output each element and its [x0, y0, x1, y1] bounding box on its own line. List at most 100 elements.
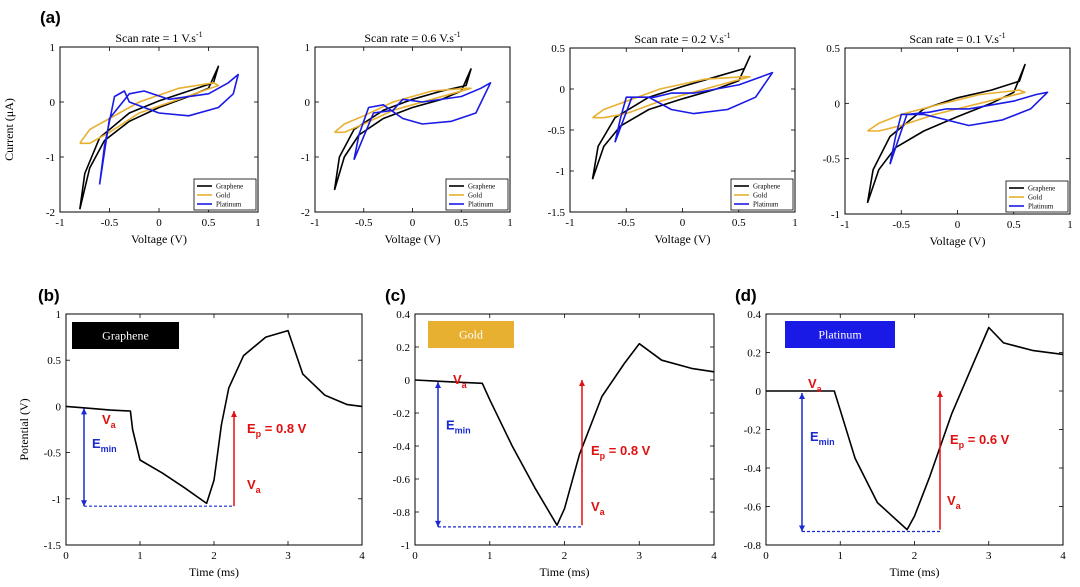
y-tick-label: 0 — [560, 84, 566, 96]
x-axis-label: Time (ms) — [890, 565, 940, 579]
x-tick-label: 0 — [63, 550, 69, 562]
panel-label-a: (a) — [40, 8, 61, 27]
emin-label: Emin — [446, 418, 471, 436]
series-line-graphene — [333, 68, 472, 191]
va-bottom-label-sub: a — [600, 507, 606, 517]
y-tick-label: 0 — [405, 375, 411, 387]
y-tick-label: 0.5 — [47, 355, 61, 367]
series-line-graphene — [79, 65, 220, 210]
emin-arrowhead-top — [81, 408, 87, 415]
x-tick-label: 0.5 — [202, 217, 216, 229]
emin-arrowhead-bottom — [435, 520, 441, 527]
y-tick-label: -1 — [556, 166, 565, 178]
chart-title: Scan rate = 0.2 V.s-1 — [634, 31, 730, 46]
y-tick-label: 0 — [56, 401, 62, 413]
x-tick-label: 0.5 — [454, 217, 468, 229]
x-tick-label: 4 — [711, 550, 717, 562]
ep-arrowhead — [937, 391, 943, 397]
legend-entry-graphene: Graphene — [216, 183, 243, 191]
ep-label-sub: p — [256, 429, 262, 439]
x-tick-label: 3 — [285, 550, 291, 562]
x-axis-label: Time (ms) — [189, 565, 239, 579]
y-tick-label: -1 — [46, 152, 55, 164]
x-tick-label: 4 — [1060, 550, 1066, 562]
x-tick-label: 1 — [1067, 219, 1073, 231]
emin-arrowhead-top — [799, 393, 805, 399]
x-tick-label: 1 — [792, 217, 798, 229]
series-line-platinum — [766, 326, 1064, 531]
y-tick-label: -1 — [52, 494, 61, 506]
y-tick-label: -0.6 — [393, 474, 411, 486]
legend-entry-platinum: Platinum — [216, 201, 242, 209]
y-tick-label: -0.4 — [744, 463, 762, 475]
y-tick-label: -0.5 — [823, 154, 841, 166]
x-axis-label: Time (ms) — [540, 565, 590, 579]
x-axis-label: Voltage (V) — [131, 232, 187, 246]
y-tick-label: 0 — [835, 98, 841, 110]
y-tick-label: -2 — [46, 207, 55, 219]
emin-label-sub: min — [819, 437, 835, 447]
x-tick-label: -1 — [55, 217, 64, 229]
ep-label: Ep = 0.8 V — [591, 443, 651, 461]
x-tick-label: 0.5 — [1007, 219, 1021, 231]
chart-title: Scan rate = 1 V.s-1 — [115, 30, 202, 45]
y-tick-label: 0 — [305, 97, 311, 109]
series-line-platinum — [353, 82, 492, 161]
chart-b: 0 1 2 3 4 -1.5 -1 -0.5 0 0.5 1 Time (ms) Potential (… — [17, 309, 365, 579]
x-tick-label: -0.5 — [893, 219, 911, 231]
y-tick-label: 1 — [50, 42, 56, 54]
material-label-text: Gold — [459, 328, 483, 342]
panel-label-b: (b) — [38, 286, 60, 305]
x-tick-label: 1 — [838, 550, 844, 562]
x-tick-label: 0 — [410, 217, 416, 229]
series-line-gold — [867, 89, 1026, 132]
material-label-box — [72, 322, 179, 349]
x-tick-label: 2 — [211, 550, 217, 562]
legend-entry-platinum: Platinum — [468, 201, 494, 209]
chart-title: Scan rate = 0.1 V.s-1 — [909, 31, 1005, 46]
y-tick-label: 0 — [756, 386, 762, 398]
emin-arrowhead-top — [435, 382, 441, 388]
series-line-gold — [333, 87, 472, 134]
emin-label: Emin — [810, 429, 835, 447]
legend-entry-graphene: Graphene — [753, 183, 780, 191]
y-tick-label: 0.2 — [747, 348, 761, 360]
x-axis-label: Voltage (V) — [929, 234, 985, 248]
y-tick-label: 1 — [56, 309, 62, 321]
x-tick-label: 2 — [912, 550, 918, 562]
y-tick-label: 0.4 — [747, 309, 761, 321]
series-line-graphene — [65, 329, 363, 505]
y-tick-label: -0.4 — [393, 441, 411, 453]
y-tick-label: -0.6 — [744, 502, 762, 514]
legend-entry-graphene: Graphene — [468, 183, 495, 191]
y-tick-label: -1.5 — [548, 207, 566, 219]
y-tick-label: -0.2 — [744, 425, 761, 437]
chart-title-superscript: -1 — [999, 31, 1006, 40]
x-tick-label: 0 — [763, 550, 769, 562]
y-tick-label: -0.8 — [744, 540, 762, 552]
x-tick-label: 0.5 — [732, 217, 746, 229]
x-axis-label: Voltage (V) — [654, 232, 710, 246]
series-line-platinum — [614, 71, 774, 143]
panel-label-c: (c) — [385, 286, 406, 305]
x-tick-label: 0 — [412, 550, 418, 562]
y-tick-label: -1 — [401, 540, 410, 552]
y-axis-label: Current (μA) — [2, 98, 16, 161]
y-tick-label: -1 — [831, 209, 840, 221]
y-tick-label: -0.5 — [44, 448, 62, 460]
x-tick-label: 1 — [487, 550, 493, 562]
ep-label-sub: p — [600, 451, 606, 461]
series-line-gold — [414, 342, 715, 526]
emin-label: Emin — [92, 436, 117, 454]
emin-label-sub: min — [455, 426, 471, 436]
y-tick-label: -0.8 — [393, 507, 411, 519]
legend-entry-gold: Gold — [216, 192, 231, 200]
x-axis-label: Voltage (V) — [384, 232, 440, 246]
y-tick-label: -0.5 — [548, 125, 566, 137]
x-tick-label: 0 — [680, 217, 686, 229]
chart-d: 0 1 2 3 4 -0.8 -0.6 -0.4 -0.2 0 0.2 0.4 Time (ms) Pla… — [744, 309, 1067, 579]
chart-a4: -1 -0.5 0 0.5 1 -1 -0.5 0 0.5 Voltage (V) Scan rat… — [823, 31, 1073, 248]
ep-label-sub: p — [959, 440, 965, 450]
